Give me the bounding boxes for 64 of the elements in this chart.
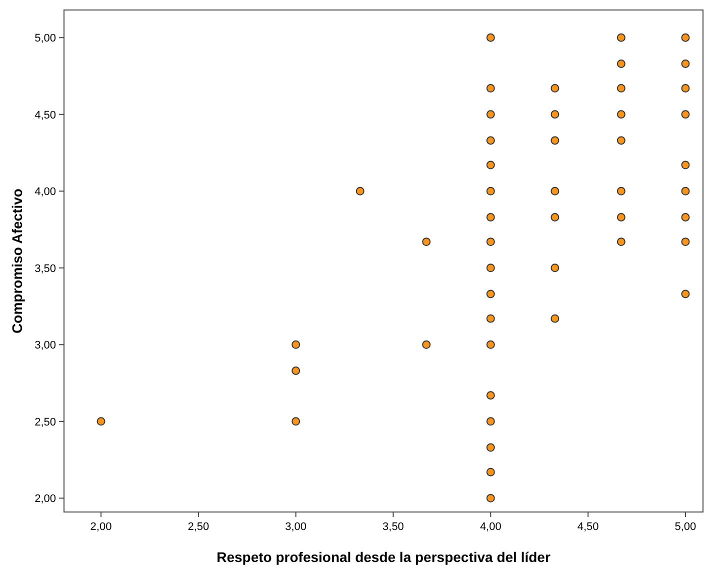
- point: [486, 160, 495, 170]
- point: [422, 238, 431, 246]
- point: [486, 314, 495, 323]
- point: [486, 264, 495, 272]
- point: [486, 468, 495, 476]
- point: [486, 340, 495, 349]
- point: [486, 290, 495, 298]
- point: [616, 33, 626, 42]
- point: [550, 314, 560, 323]
- point: [681, 59, 690, 68]
- point: [96, 417, 106, 426]
- point: [550, 186, 560, 196]
- point: [486, 417, 495, 426]
- x-tick-label: 3,00: [285, 521, 307, 533]
- point: [681, 33, 690, 42]
- x-tick-label: 5,00: [674, 521, 696, 533]
- point: [616, 59, 626, 68]
- point: [616, 238, 626, 246]
- point: [550, 136, 560, 145]
- x-axis-title: Respeto profesional desde la perspectiva del líder: [216, 549, 551, 565]
- point: [486, 494, 495, 502]
- point: [616, 110, 626, 119]
- point: [681, 290, 690, 298]
- y-tick-label: 2,00: [34, 493, 56, 506]
- y-tick-label: 2,50: [34, 416, 56, 428]
- y-tick-label: 3,00: [34, 340, 56, 352]
- x-tick-label: 4,50: [577, 521, 599, 533]
- point: [681, 186, 690, 196]
- point: [681, 160, 690, 170]
- point: [486, 213, 495, 222]
- point: [292, 417, 300, 426]
- point: [550, 84, 560, 93]
- point: [356, 186, 364, 196]
- y-tick-label: 4,00: [34, 186, 56, 198]
- point: [486, 443, 495, 452]
- point: [616, 186, 626, 196]
- y-axis-title: Compromiso Afectivo: [9, 188, 25, 334]
- point: [550, 110, 560, 119]
- point: [681, 84, 690, 93]
- point: [616, 213, 626, 222]
- point: [422, 340, 431, 349]
- x-tick-label: 2,50: [188, 521, 210, 533]
- point: [486, 84, 495, 93]
- point: [681, 110, 690, 119]
- point: [550, 213, 560, 222]
- y-tick-label: 3,50: [34, 262, 56, 275]
- x-tick-label: 4,00: [480, 521, 502, 533]
- point: [681, 213, 690, 222]
- y-tick-label: 4,50: [34, 109, 56, 122]
- x-tick-label: 2,00: [90, 521, 112, 533]
- point: [292, 366, 300, 375]
- y-tick-label: 5,00: [34, 32, 56, 45]
- point: [486, 136, 495, 145]
- point: [486, 110, 495, 119]
- point: [486, 391, 495, 400]
- point: [616, 84, 626, 93]
- x-tick-label: 3,50: [382, 521, 404, 533]
- point: [292, 340, 300, 349]
- point: [486, 186, 495, 196]
- point: [681, 238, 690, 246]
- point: [616, 136, 626, 145]
- point: [550, 264, 560, 272]
- point: [486, 238, 495, 246]
- point: [486, 33, 495, 42]
